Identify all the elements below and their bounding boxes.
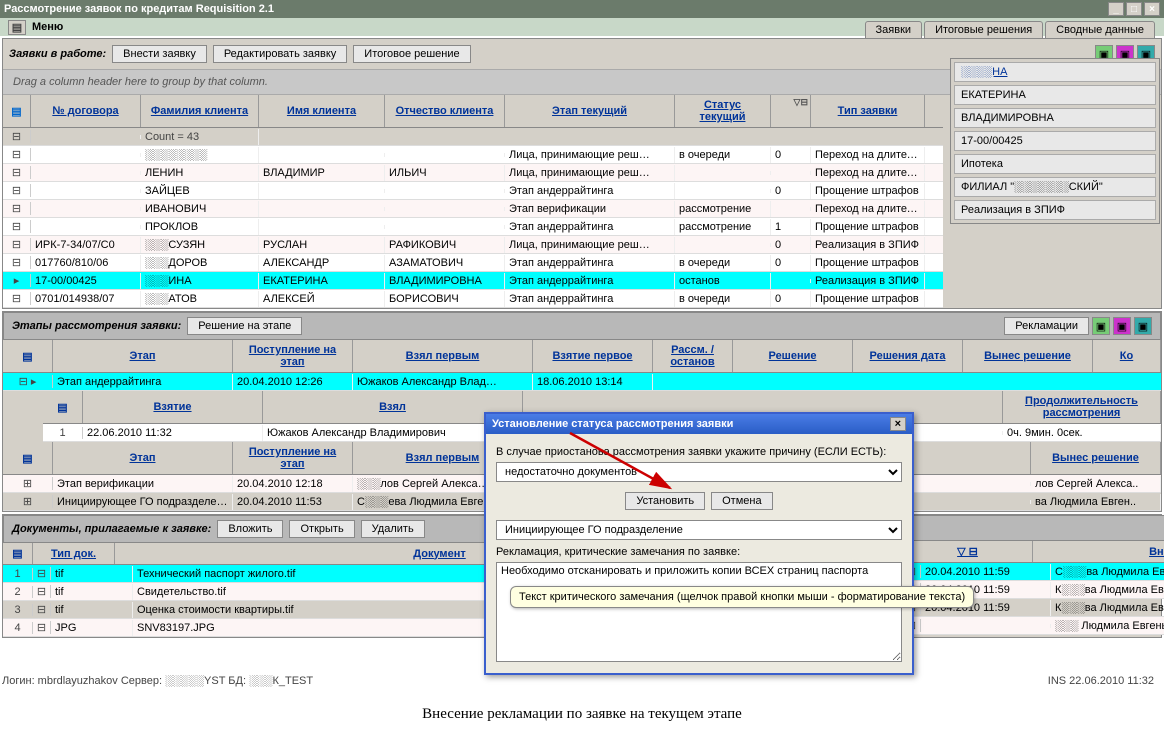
table-row[interactable]: ⊟ ░░░░░░░░ Лица, принимающие реш…в очере…: [3, 146, 943, 164]
ecol-extra[interactable]: Ко: [1093, 340, 1161, 372]
upload-row[interactable]: ⊟░░░ Людмила Евгенье: [903, 617, 1164, 635]
table-row[interactable]: ⊟ 0701/014938/07░░░АТОВ АЛЕКСЕЙБОРИСОВИЧ…: [3, 290, 943, 308]
col-status[interactable]: Статус текущий: [675, 95, 771, 127]
col-stage[interactable]: Этап текущий: [505, 95, 675, 127]
menu-icon: ▤: [8, 20, 26, 35]
docs-label: Документы, прилагаемые к заявке:: [12, 523, 211, 535]
stage-row-current[interactable]: ⊟ ▸ Этап андеррайтинга 20.04.2010 12:26 …: [3, 373, 1161, 391]
stages-label: Этапы рассмотрения заявки:: [12, 320, 181, 332]
side-product[interactable]: Ипотека: [954, 154, 1156, 174]
open-button[interactable]: Открыть: [289, 520, 354, 538]
col-patronymic[interactable]: Отчество клиента: [385, 95, 505, 127]
edit-application-button[interactable]: Редактировать заявку: [213, 45, 347, 63]
dialog-hint: В случае приостанова рассмотрения заявки…: [496, 446, 902, 458]
subcol-duration[interactable]: Продолжительность рассмотрения: [1003, 391, 1161, 423]
remark-textarea[interactable]: Необходимо отсканировать и приложить коп…: [496, 562, 902, 662]
cancel-status-button[interactable]: Отмена: [711, 492, 772, 510]
attach-button[interactable]: Вложить: [217, 520, 283, 538]
dialog-close-icon[interactable]: ×: [890, 417, 906, 431]
count-row: ⊟ Count = 43: [3, 128, 943, 146]
tab-applications[interactable]: Заявки: [865, 21, 923, 39]
tab-summary[interactable]: Сводные данные: [1045, 21, 1155, 39]
ecol-taken-by[interactable]: Взял первым: [353, 340, 533, 372]
set-status-button[interactable]: Установить: [625, 492, 705, 510]
menu-label[interactable]: Меню: [32, 21, 63, 33]
figure-caption: Внесение рекламации по заявке на текущем…: [0, 706, 1164, 723]
table-row[interactable]: ⊟ ИВАНОВИЧ Этап верификациирассмотрение …: [3, 200, 943, 218]
side-type[interactable]: Реализация в ЗПИФ: [954, 200, 1156, 220]
side-lastname[interactable]: ░░░░НА: [954, 62, 1156, 82]
col-type[interactable]: Тип заявки: [811, 95, 925, 127]
delete-button[interactable]: Удалить: [361, 520, 425, 538]
col-lastname[interactable]: Фамилия клиента: [141, 95, 259, 127]
ecol-received[interactable]: Поступление на этап: [233, 340, 353, 372]
ecol-decision[interactable]: Решение: [733, 340, 853, 372]
stages-icon-3[interactable]: ▣: [1134, 317, 1152, 335]
applications-grid-header: ▤ № договора Фамилия клиента Имя клиента…: [3, 95, 943, 128]
reclamations-button[interactable]: Рекламации: [1004, 317, 1089, 335]
side-contract[interactable]: 17-00/00425: [954, 131, 1156, 151]
department-select[interactable]: Инициирующее ГО подразделение: [496, 520, 902, 540]
stages-icon-2[interactable]: ▣: [1113, 317, 1131, 335]
dcol-type[interactable]: Тип док.: [33, 543, 115, 564]
dialog-title-text: Установление статуса рассмотрения заявки: [492, 418, 733, 430]
stage-decision-button[interactable]: Решение на этапе: [187, 317, 302, 335]
window-title: Рассмотрение заявок по кредитам Requisit…: [4, 3, 274, 15]
window-titlebar: Рассмотрение заявок по кредитам Requisit…: [0, 0, 1164, 18]
col-num[interactable]: ▽⊟: [771, 95, 811, 127]
col-contract[interactable]: № договора: [31, 95, 141, 127]
table-row[interactable]: ⊟ ИРК-7-34/07/С0░░░СУЗЯН РУСЛАНРАФИКОВИЧ…: [3, 236, 943, 254]
main-tabs: Заявки Итоговые решения Сводные данные: [865, 21, 1155, 39]
tooltip: Текст критического замечания (щелчок пра…: [510, 586, 974, 608]
table-row[interactable]: ▸ 17-00/00425░░░ИНА ЕКАТЕРИНАВЛАДИМИРОВН…: [3, 272, 943, 290]
upload-row[interactable]: ⊟20.04.2010 11:59С░░░ва Людмила Евгенье…: [903, 563, 1164, 581]
status-dialog: Установление статуса рассмотрения заявки…: [484, 412, 914, 675]
tab-decisions[interactable]: Итоговые решения: [924, 21, 1043, 39]
col-indicator[interactable]: ▤: [3, 95, 31, 127]
table-row[interactable]: ⊟ 017760/810/06░░░ДОРОВ АЛЕКСАНДРАЗАМАТО…: [3, 254, 943, 272]
side-firstname[interactable]: ЕКАТЕРИНА: [954, 85, 1156, 105]
side-panel: ░░░░НА ЕКАТЕРИНА ВЛАДИМИРОВНА 17-00/0042…: [950, 58, 1160, 224]
maximize-button[interactable]: □: [1126, 2, 1142, 16]
ecol-taken-date[interactable]: Взятие первое: [533, 340, 653, 372]
add-application-button[interactable]: Внести заявку: [112, 45, 207, 63]
kcol-user[interactable]: Внёс: [1033, 541, 1164, 562]
ecol-stage[interactable]: Этап: [53, 340, 233, 372]
kcol-date[interactable]: ▽ ⊟: [903, 541, 1033, 562]
stages-grid-header: ▤ Этап Поступление на этап Взял первым В…: [3, 340, 1161, 373]
table-row[interactable]: ⊟ ЛЕНИН ВЛАДИМИРИЛЬИЧ Лица, принимающие …: [3, 164, 943, 182]
side-branch[interactable]: ФИЛИАЛ "░░░░░░░СКИЙ": [954, 177, 1156, 197]
window-buttons: _ □ ×: [1108, 2, 1160, 16]
table-row[interactable]: ⊟ ЗАЙЦЕВ Этап андеррайтинга 0Прощение шт…: [3, 182, 943, 200]
dialog-titlebar[interactable]: Установление статуса рассмотрения заявки…: [486, 414, 912, 434]
subcol-date[interactable]: Взятие: [83, 391, 263, 423]
toolbar-label: Заявки в работе:: [9, 48, 106, 60]
ecol-decided-by[interactable]: Вынес решение: [963, 340, 1093, 372]
reason-select[interactable]: недостаточно документов: [496, 462, 902, 482]
ecol-decision-date[interactable]: Решения дата: [853, 340, 963, 372]
table-row[interactable]: ⊟ ПРОКЛОВ Этап андеррайтингарассмотрение…: [3, 218, 943, 236]
stages-icon-1[interactable]: ▣: [1092, 317, 1110, 335]
final-decision-button[interactable]: Итоговое решение: [353, 45, 470, 63]
minimize-button[interactable]: _: [1108, 2, 1124, 16]
close-button[interactable]: ×: [1144, 2, 1160, 16]
side-patronymic[interactable]: ВЛАДИМИРОВНА: [954, 108, 1156, 128]
applications-grid-body: ⊟ Count = 43 ⊟ ░░░░░░░░ Лица, принимающи…: [3, 128, 943, 308]
col-firstname[interactable]: Имя клиента: [259, 95, 385, 127]
status-bar: Логин: mbrdlayuzhakov Сервер: ░░░░░YST Б…: [2, 675, 313, 687]
ecol-review[interactable]: Рассм. /останов: [653, 340, 733, 372]
dialog-remark-label: Рекламация, критические замечания по зая…: [496, 546, 902, 558]
